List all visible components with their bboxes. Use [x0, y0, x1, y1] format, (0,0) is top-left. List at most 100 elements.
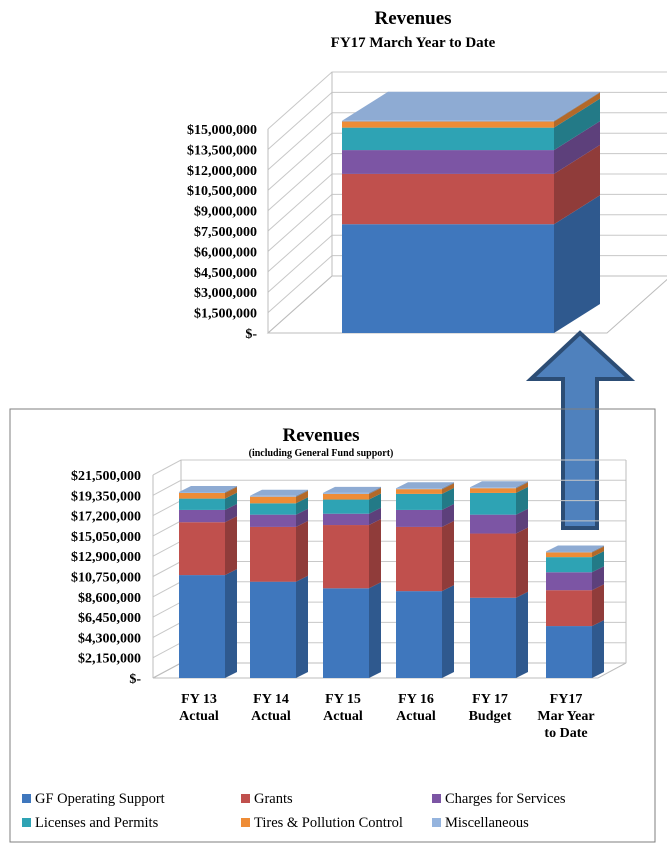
y-tick-label: $1,500,000 [194, 307, 257, 322]
bar-segment [342, 92, 600, 128]
bottom-chart-x-axis: FY 13 Actual FY 14 Actual FY 15 Actual FY 16 Ac… [179, 692, 594, 741]
bottom-chart-bars [179, 481, 604, 678]
bar-segment [470, 508, 528, 534]
chart-frame [9, 408, 656, 843]
legend-swatch [432, 794, 441, 803]
bar-segment [323, 519, 381, 589]
bar-segment [396, 482, 454, 490]
y-tick-label: $4,300,000 [78, 631, 141, 646]
bar-segment [179, 492, 237, 510]
up-arrow-icon [525, 330, 636, 530]
bottom-chart: Revenues (including General Fund support… [9, 408, 656, 843]
bar-segment [470, 481, 528, 489]
y-tick-label: $6,450,000 [78, 611, 141, 626]
bar-segment [396, 503, 454, 527]
x-tick-label: FY 13 Actual [179, 692, 219, 724]
bar-segment [323, 487, 381, 500]
bar-segment [323, 486, 381, 494]
bar-segment [342, 91, 600, 122]
y-tick-label: $10,500,000 [187, 184, 257, 199]
y-tick-label: $9,000,000 [194, 205, 257, 220]
bar-segment [546, 584, 604, 627]
legend-label: Licenses and Permits [35, 815, 159, 831]
y-tick-label: $2,150,000 [78, 652, 141, 667]
y-tick-label: $12,000,000 [187, 164, 257, 179]
legend-swatch [241, 794, 250, 803]
legend-swatch [22, 818, 31, 827]
y-tick-label: $4,500,000 [194, 266, 257, 281]
x-tick-label: FY 16 Actual [396, 692, 436, 724]
bar-segment [179, 503, 237, 523]
bar-segment [342, 195, 600, 333]
bar-segment [396, 483, 454, 494]
y-tick-label: $8,600,000 [78, 591, 141, 606]
bar-top [470, 481, 528, 488]
bar-segment [250, 497, 308, 515]
legend-item: Grants [241, 791, 293, 807]
bar-segment [323, 507, 381, 526]
bar-top [323, 486, 381, 493]
y-tick-label: $7,500,000 [194, 225, 257, 240]
y-tick-label: $13,500,000 [187, 143, 257, 158]
bar-segment [342, 121, 600, 174]
y-tick-label: $15,000,000 [187, 123, 257, 138]
bottom-chart-title: Revenues [282, 425, 359, 446]
y-tick-label: $17,200,000 [71, 510, 141, 525]
y-tick-label: $21,500,000 [71, 469, 141, 484]
top-chart-subtitle: FY17 March Year to Date [331, 35, 496, 51]
top-chart: Revenues FY17 March Year to Date $- $1,50… [187, 8, 667, 342]
bar-top [250, 489, 308, 496]
x-tick-label: FY 14 Actual [251, 692, 291, 724]
bar-segment [342, 144, 600, 225]
y-tick-label: $15,050,000 [71, 530, 141, 545]
bar-segment [250, 520, 308, 582]
legend-swatch [22, 794, 31, 803]
legend-item: Charges for Services [432, 791, 566, 807]
bar-segment [396, 487, 454, 510]
legend-swatch [241, 818, 250, 827]
bar-segment [546, 546, 604, 558]
bar-segment [179, 486, 237, 493]
top-chart-title: Revenues [374, 8, 451, 29]
y-tick-label: $6,000,000 [194, 245, 257, 260]
top-chart-bars [342, 91, 600, 333]
top-chart-y-axis: $- $1,500,000 $3,000,000 $4,500,000 $6,000,0… [187, 123, 257, 342]
bar-segment [250, 508, 308, 527]
legend: GF Operating Support Grants Charges for Se… [22, 791, 566, 831]
bar-segment [470, 591, 528, 678]
bar-segment [470, 482, 528, 493]
legend-item: Miscellaneous [432, 815, 529, 831]
bar-segment [546, 551, 604, 573]
bar-segment [396, 585, 454, 678]
bar-top [546, 545, 604, 552]
y-tick-label: $- [245, 327, 257, 342]
bar-segment [470, 486, 528, 515]
bar-segment [323, 493, 381, 514]
x-tick-label: FY 17 Budget [469, 692, 512, 724]
bar-segment [250, 489, 308, 497]
bar-segment [323, 582, 381, 678]
legend-item: Tires & Pollution Control [241, 815, 403, 831]
bar-segment [250, 575, 308, 678]
bar-segment [546, 566, 604, 591]
legend-label: GF Operating Support [35, 791, 165, 807]
x-tick-label: FY 15 Actual [323, 692, 363, 724]
bar-top [179, 486, 237, 492]
bar-segment [396, 520, 454, 592]
y-tick-label: $3,000,000 [194, 286, 257, 301]
legend-label: Miscellaneous [445, 815, 529, 831]
bar-top [396, 482, 454, 489]
bottom-chart-subtitle: (including General Fund support) [249, 448, 394, 459]
bar-segment [470, 527, 528, 598]
bar-top [342, 91, 600, 121]
bottom-chart-y-axis: $- $2,150,000 $4,300,000 $6,450,000 $8,600,0… [71, 469, 141, 687]
bar-segment [546, 620, 604, 678]
bar-segment [250, 490, 308, 504]
legend-swatch [432, 818, 441, 827]
legend-item: GF Operating Support [22, 791, 165, 807]
x-tick-label: FY17 Mar Year to Date [537, 692, 594, 741]
y-tick-label: $10,750,000 [71, 571, 141, 586]
bar-segment [342, 98, 600, 151]
bar-segment [179, 569, 237, 678]
